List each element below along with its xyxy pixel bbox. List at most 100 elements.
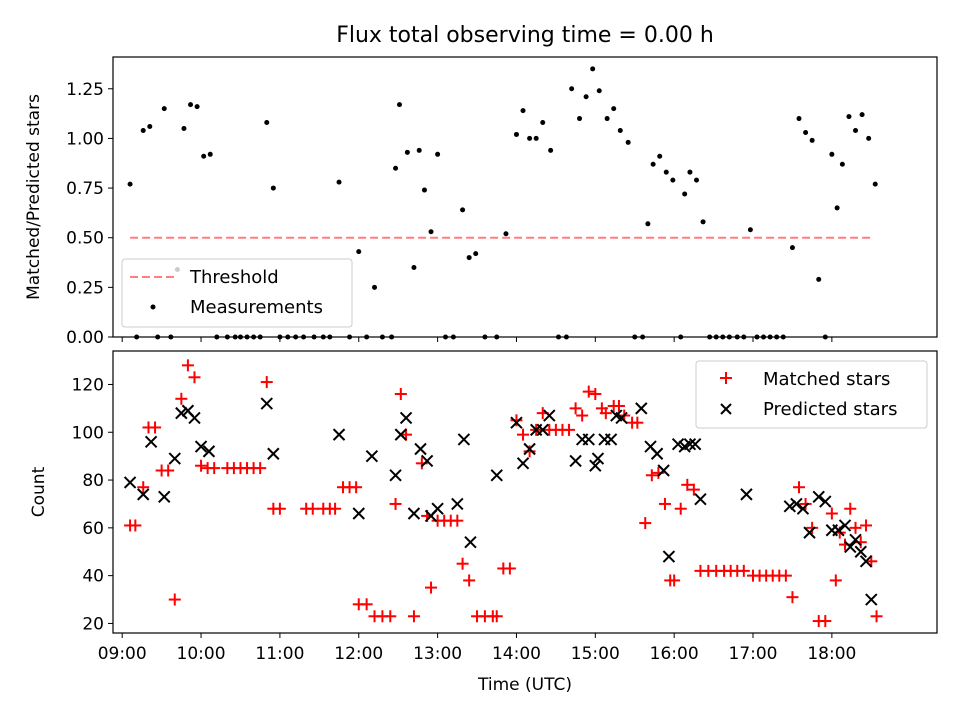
matched-star-point xyxy=(645,469,658,482)
predicted-star-point xyxy=(420,454,434,468)
matched-star-point xyxy=(819,615,832,628)
measurement-point xyxy=(336,179,342,185)
measurement-point xyxy=(803,129,809,135)
predicted-star-point xyxy=(832,524,845,537)
bottom-legend: Matched stars Predicted stars xyxy=(695,360,928,429)
measurement-point xyxy=(645,221,651,227)
measurement-point xyxy=(540,120,546,126)
measurement-point xyxy=(670,177,676,183)
measurement-point xyxy=(396,102,402,108)
predicted-star-point xyxy=(137,488,150,501)
measurement-point xyxy=(513,131,519,137)
matched-star-point xyxy=(254,462,267,475)
bottom-axes-frame xyxy=(112,350,938,634)
measurement-point xyxy=(356,249,362,255)
matched-star-point xyxy=(870,610,883,623)
matched-star-point xyxy=(350,481,363,494)
bottom-x-axis: 09:00 10:00 11:00 12:00 13:00 14:00 15:00 16:00… xyxy=(98,633,856,664)
matched-star-point xyxy=(137,481,150,494)
measurement-point xyxy=(421,187,427,193)
measurement-point xyxy=(161,106,167,112)
predicted-star-point xyxy=(464,535,477,549)
predicted-star-point xyxy=(849,533,862,547)
predicted-star-point xyxy=(332,428,346,441)
predicted-star-point xyxy=(635,402,648,415)
measurement-point xyxy=(625,139,631,145)
measurement-point xyxy=(657,153,663,159)
matched-star-point xyxy=(563,423,576,436)
matched-star-point xyxy=(208,462,221,475)
predicted-star-point xyxy=(740,488,753,501)
predicted-star-point xyxy=(671,437,685,451)
measurement-point xyxy=(694,177,700,183)
measurement-point xyxy=(583,94,589,100)
matched-star-point xyxy=(793,481,806,494)
top-y-tick-label: 0.00 xyxy=(66,328,104,348)
top-y-axis-label: Matched/Predicted stars xyxy=(24,94,44,300)
predicted-star-point xyxy=(589,459,602,472)
measurement-point xyxy=(596,88,602,94)
matched-star-point xyxy=(849,521,862,534)
measurement-point xyxy=(650,161,656,167)
measurement-point xyxy=(590,66,596,72)
measurement-point xyxy=(700,219,706,225)
matched-star-point xyxy=(175,392,188,405)
measurement-point xyxy=(127,181,133,187)
predicted-star-point xyxy=(844,540,857,554)
bottom-plot-area xyxy=(123,359,883,628)
measurement-point xyxy=(604,116,610,122)
bottom-x-axis-label: Time (UTC) xyxy=(477,675,572,695)
measurement-point xyxy=(194,104,200,110)
matched-star-point xyxy=(779,569,792,582)
measurement-point xyxy=(577,116,583,122)
predicted-star-point xyxy=(790,497,803,511)
matched-star-point xyxy=(195,459,208,472)
predicted-star-point xyxy=(188,411,201,425)
measurement-point xyxy=(393,165,399,171)
predicted-star-point xyxy=(194,440,208,453)
measurement-point xyxy=(839,161,845,167)
measurement-point xyxy=(617,127,623,133)
matched-star-point xyxy=(687,483,700,496)
measurement-point xyxy=(834,205,840,211)
top-y-tick-label: 0.25 xyxy=(66,278,104,298)
predicted-star-point xyxy=(865,593,878,606)
bottom-y-tick-label: 120 xyxy=(72,375,104,395)
predicted-star-point xyxy=(414,442,427,456)
predicted-star-point xyxy=(803,526,816,539)
measurement-point xyxy=(411,264,417,270)
top-y-tick-label: 0.75 xyxy=(66,179,104,199)
top-y-tick-label: 1.00 xyxy=(66,129,104,149)
predicted-star-point xyxy=(510,416,523,429)
top-chart-title: Flux total observing time = 0.00 h xyxy=(336,23,714,48)
predicted-star-point xyxy=(399,411,413,425)
predicted-star-point xyxy=(838,519,852,532)
measurement-point xyxy=(747,227,753,233)
matched-star-point xyxy=(681,478,694,491)
matched-star-point xyxy=(510,414,523,427)
predicted-star-point xyxy=(523,442,536,456)
matched-star-point xyxy=(612,399,625,412)
measurement-point xyxy=(859,112,865,118)
measurement-point xyxy=(181,125,187,131)
measurement-point xyxy=(428,229,434,235)
measurement-point xyxy=(816,276,822,282)
matched-star-point xyxy=(456,557,469,570)
matched-star-point xyxy=(844,502,857,515)
measurement-point xyxy=(473,251,479,257)
measurement-point xyxy=(866,135,872,141)
matched-star-point xyxy=(599,407,612,420)
top-y-tick-label: 1.25 xyxy=(66,80,104,100)
measurement-point xyxy=(789,245,795,251)
predicted-star-point xyxy=(389,469,402,482)
matched-star-point xyxy=(503,562,516,575)
top-y-axis: 0.00 0.25 0.50 0.75 1.00 1.25 xyxy=(66,80,113,348)
matched-star-point xyxy=(306,502,319,515)
matched-star-point xyxy=(523,445,536,458)
measurement-point xyxy=(569,86,575,92)
measurement-point xyxy=(270,185,276,191)
matched-star-point xyxy=(463,574,476,587)
measurement-point xyxy=(188,102,194,108)
predicted-star-point xyxy=(543,409,556,422)
measurement-point xyxy=(846,114,852,120)
